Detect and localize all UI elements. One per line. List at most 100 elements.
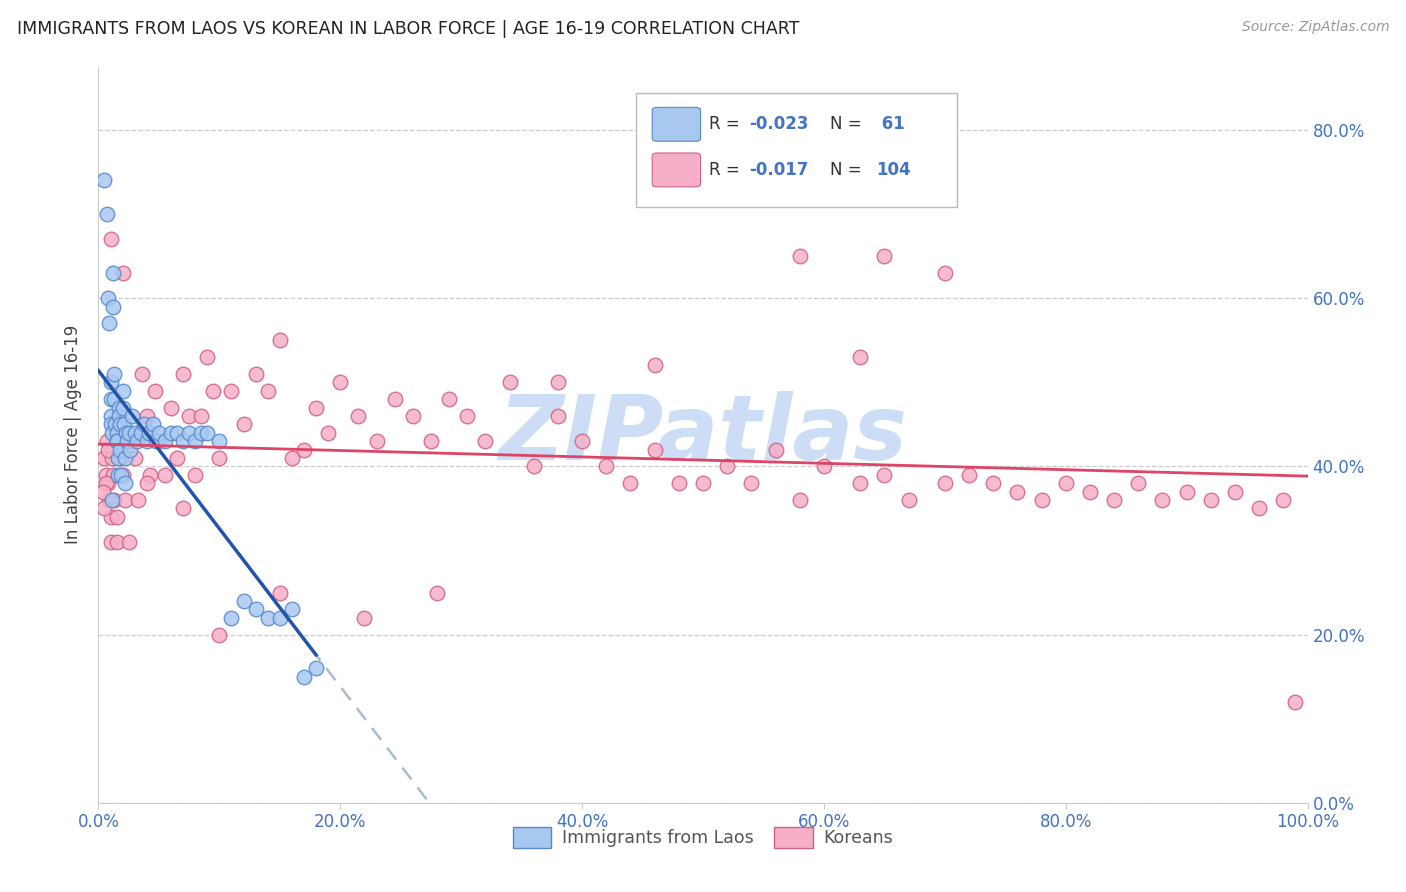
Point xyxy=(195,425,218,440)
Point xyxy=(153,434,176,449)
Point xyxy=(118,442,141,457)
Point xyxy=(114,450,136,465)
Point xyxy=(981,476,1004,491)
Point xyxy=(644,442,666,457)
Point xyxy=(100,509,122,524)
Point xyxy=(269,333,291,347)
Point xyxy=(97,476,120,491)
Text: -0.017: -0.017 xyxy=(749,161,808,179)
Point xyxy=(107,467,129,482)
Point xyxy=(134,417,156,432)
Point xyxy=(108,417,131,432)
Point xyxy=(571,434,593,449)
Point xyxy=(127,493,149,508)
Legend: Immigrants from Laos, Koreans: Immigrants from Laos, Koreans xyxy=(506,821,900,855)
Point xyxy=(195,350,218,364)
Point xyxy=(232,594,254,608)
Point xyxy=(105,434,128,449)
Point xyxy=(121,409,143,423)
Point xyxy=(456,409,478,423)
Point xyxy=(256,611,278,625)
Point xyxy=(420,434,443,449)
Point xyxy=(232,417,254,432)
Point xyxy=(934,476,956,491)
Point xyxy=(353,611,375,625)
Point xyxy=(347,409,370,423)
Point xyxy=(97,291,120,305)
Text: Source: ZipAtlas.com: Source: ZipAtlas.com xyxy=(1241,20,1389,34)
Point xyxy=(148,434,170,449)
Point xyxy=(256,384,278,398)
Point xyxy=(166,450,188,465)
Point xyxy=(1199,493,1222,508)
Point xyxy=(426,585,449,599)
Point xyxy=(108,442,131,457)
Point xyxy=(190,409,212,423)
Point xyxy=(245,367,267,381)
Point xyxy=(104,417,127,432)
Point xyxy=(160,425,183,440)
Point xyxy=(1007,484,1029,499)
Point xyxy=(316,425,339,440)
Point xyxy=(114,493,136,508)
Point xyxy=(100,409,122,423)
Point xyxy=(145,434,167,449)
Point xyxy=(547,409,569,423)
Point xyxy=(957,467,980,482)
Point xyxy=(221,384,243,398)
Point xyxy=(208,627,231,641)
Point xyxy=(523,459,546,474)
Point xyxy=(813,459,835,474)
Point xyxy=(172,367,194,381)
Point xyxy=(100,376,122,390)
Point xyxy=(1223,484,1246,499)
Point xyxy=(94,467,117,482)
Y-axis label: In Labor Force | Age 16-19: In Labor Force | Age 16-19 xyxy=(65,326,83,544)
Point xyxy=(118,535,141,549)
Point xyxy=(129,425,152,440)
Text: N =: N = xyxy=(830,115,862,133)
Point xyxy=(692,476,714,491)
Point xyxy=(384,392,406,406)
Point xyxy=(281,602,304,616)
Point xyxy=(1031,493,1053,508)
Point xyxy=(202,384,225,398)
Text: 104: 104 xyxy=(876,161,911,179)
Point xyxy=(101,467,124,482)
Point xyxy=(292,442,315,457)
Point xyxy=(1102,493,1125,508)
Point xyxy=(897,493,920,508)
Point xyxy=(166,425,188,440)
Point xyxy=(111,266,134,280)
Point xyxy=(934,266,956,280)
Point xyxy=(366,434,388,449)
Point xyxy=(100,392,122,406)
Point xyxy=(115,425,138,440)
Point xyxy=(94,476,117,491)
Point xyxy=(93,501,115,516)
Point xyxy=(644,359,666,373)
Point xyxy=(873,467,896,482)
Point xyxy=(138,425,160,440)
Point xyxy=(498,376,520,390)
Point xyxy=(153,467,176,482)
Point xyxy=(789,493,811,508)
Point xyxy=(184,467,207,482)
Point xyxy=(547,376,569,390)
Point xyxy=(668,476,690,491)
Point xyxy=(108,417,131,432)
Point xyxy=(281,450,304,465)
Point xyxy=(142,417,165,432)
Point xyxy=(139,467,162,482)
Point xyxy=(143,384,166,398)
Point xyxy=(849,476,872,491)
Point xyxy=(789,249,811,263)
Point xyxy=(110,467,132,482)
Point xyxy=(595,459,617,474)
Text: R =: R = xyxy=(709,115,745,133)
Text: R =: R = xyxy=(709,161,745,179)
Point xyxy=(135,409,157,423)
FancyBboxPatch shape xyxy=(652,107,700,141)
Point xyxy=(208,450,231,465)
Point xyxy=(105,535,128,549)
